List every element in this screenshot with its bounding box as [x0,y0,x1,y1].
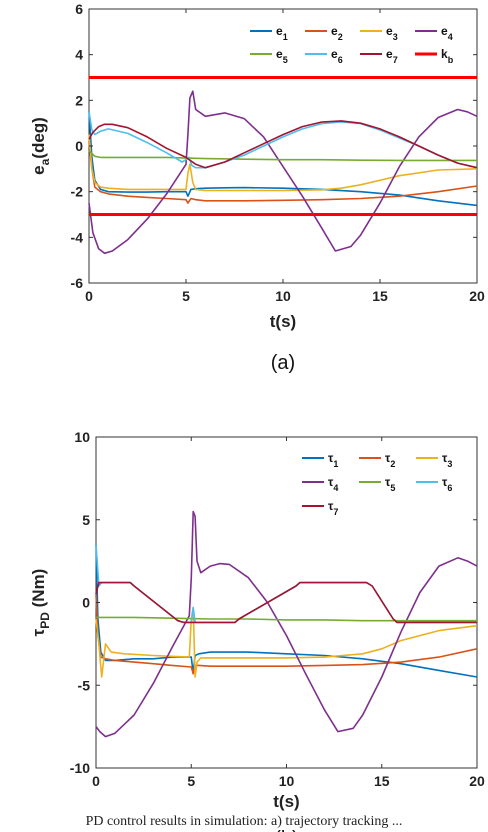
legend-b: τ1 τ2 τ3 τ4 τ5 τ6 τ7 [302,451,452,517]
y-tick-label-a-1: -4 [71,229,84,245]
y-tick-label-a-6: 6 [75,1,83,17]
plot-area-b [95,436,478,769]
y-axis-label-a: ea(deg) [29,117,52,175]
subfigure-label-b: (b) [274,828,298,832]
y-tick-label-a-0: -6 [71,275,84,291]
legend-label-a-1: e1 [276,24,288,42]
series-line-b-7 [95,581,477,624]
legend-label-b-2: τ2 [385,451,395,469]
legend-label-b-6: τ6 [442,475,452,493]
series-line-b-3 [95,606,478,678]
x-tick-label-b-1: 5 [187,773,195,789]
series-line-a-4 [88,90,478,255]
x-axis-label-b: t(s) [273,792,299,811]
series-line-a-2 [88,141,478,204]
series-line-a-5 [88,150,477,162]
series-line-a-7 [88,120,478,169]
x-axis-label-a: t(s) [270,312,296,331]
legend-label-b-5: τ5 [385,475,395,493]
y-axis-label-b: τPD (Nm) [29,569,52,637]
legend-label-a-8: kb [441,47,454,65]
y-tick-label-a-3: 0 [75,138,83,154]
figure-caption: PD control results in simulation: a) tra… [85,814,403,829]
y-tick-label-a-2: -2 [71,184,84,200]
subfigure-label-a: (a) [271,352,295,374]
series-group-b [95,510,478,738]
series-line-b-4 [95,510,478,738]
x-tick-label-a-2: 10 [275,288,291,304]
y-tick-label-b-0: -10 [70,760,90,776]
x-tick-label-b-4: 20 [469,773,485,789]
series-line-a-3 [88,134,478,192]
legend-label-a-4: e4 [441,24,453,42]
legend-label-b-3: τ3 [442,451,452,469]
series-line-a-1 [88,111,478,207]
legend-label-a-5: e5 [276,47,288,65]
legend-label-a-3: e3 [386,24,398,42]
y-tick-label-a-4: 2 [75,92,83,108]
chart-b: 0 5 10 15 20 -10 -5 0 5 10 t(s) τPD (Nm) (b) τ1 τ2 τ3 τ4… [29,429,485,832]
series-group-a [88,76,478,255]
legend-label-b-4: τ4 [328,475,338,493]
y-tick-label-b-2: 0 [82,595,90,611]
x-tick-label-b-2: 10 [279,773,295,789]
legend-label-a-2: e2 [331,24,343,42]
legend-label-b-1: τ1 [328,451,338,469]
y-tick-label-b-3: 5 [82,512,90,528]
x-tick-label-a-0: 0 [85,288,93,304]
legend-a: e1 e2 e3 e4 e5 e6 e7 kb [250,24,454,65]
y-tick-label-a-5: 4 [75,47,83,63]
x-tick-label-a-1: 5 [182,288,190,304]
y-tick-label-b-1: -5 [78,677,91,693]
y-tick-label-b-4: 10 [74,429,90,445]
x-tick-label-a-3: 15 [372,288,388,304]
legend-label-a-7: e7 [386,47,398,65]
legend-label-a-6: e6 [331,47,343,65]
x-tick-label-a-4: 20 [469,288,485,304]
x-tick-label-b-0: 0 [92,773,100,789]
x-tick-label-b-3: 15 [374,773,390,789]
legend-label-b-7: τ7 [328,499,338,517]
chart-a: 0 5 10 15 20 -6 -4 -2 0 2 4 6 t(s) ea(deg) (a) e1 e2 e3 e4… [29,1,485,374]
